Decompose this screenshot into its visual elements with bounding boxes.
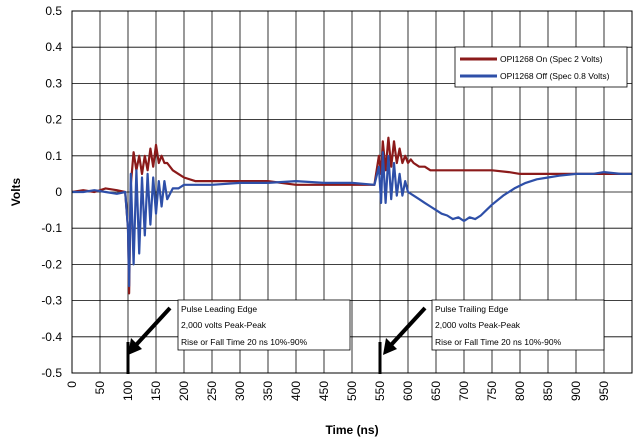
x-tick-label: 650 <box>429 381 443 401</box>
y-tick-label: -0.2 <box>41 257 62 271</box>
x-tick-label: 100 <box>121 381 135 401</box>
annotation-line-2: 2,000 volts Peak-Peak <box>435 320 521 330</box>
annotation-line-2: 2,000 volts Peak-Peak <box>181 320 267 330</box>
annotation-box <box>431 299 605 351</box>
series-line-1 <box>72 151 632 288</box>
annotation-line-3: Rise or Fall Time 20 ns 10%-90% <box>435 337 562 347</box>
legend-box <box>454 46 628 88</box>
x-tick-label: 150 <box>149 381 163 401</box>
x-axis-title: Time (ns) <box>325 423 378 437</box>
y-tick-label: 0.1 <box>45 149 62 163</box>
y-axis-ticks: 0.5 0.4 0.3 0.2 0.1 0 -0.1 -0.2 -0.3 -0.4 -0.5 <box>41 4 62 380</box>
x-tick-label: 700 <box>457 381 471 401</box>
x-tick-label: 400 <box>289 381 303 401</box>
x-tick-label: 950 <box>597 381 611 401</box>
y-axis-title: Volts <box>9 177 23 206</box>
x-tick-label: 750 <box>485 381 499 401</box>
x-tick-label: 850 <box>541 381 555 401</box>
x-tick-label: 50 <box>93 381 107 395</box>
y-tick-label: 0 <box>55 185 62 199</box>
x-tick-label: 500 <box>345 381 359 401</box>
y-tick-label: 0.4 <box>45 40 62 54</box>
annotation-line-1: Pulse Leading Edge <box>181 304 257 314</box>
x-tick-label: 900 <box>569 381 583 401</box>
x-tick-label: 300 <box>233 381 247 401</box>
x-tick-label: 600 <box>401 381 415 401</box>
y-tick-label: -0.5 <box>41 366 62 380</box>
x-tick-label: 0 <box>65 381 79 388</box>
y-tick-label: 0.2 <box>45 113 62 127</box>
y-tick-label: 0.5 <box>45 4 62 18</box>
legend-label-on: OPI1268 On (Spec 2 Volts) <box>500 54 603 64</box>
annotation-box <box>177 299 351 351</box>
annotation-arrowhead <box>128 338 142 355</box>
plot-frame <box>71 10 633 374</box>
x-tick-label: 200 <box>177 381 191 401</box>
series-line-0 <box>71 136 632 295</box>
y-tick-label: -0.3 <box>41 294 62 308</box>
x-tick-label: 450 <box>317 381 331 401</box>
annotation-line-3: Rise or Fall Time 20 ns 10%-90% <box>181 337 308 347</box>
x-tick-label: 250 <box>205 381 219 401</box>
annotation-arrow <box>134 306 172 347</box>
x-axis-ticks: 0 50 100 150 200 250 300 350 400 450 500 550 600 650 7… <box>65 381 611 401</box>
annotation-trailing-edge: Pulse Trailing Edge 2,000 volts Peak-Pea… <box>378 299 605 374</box>
annotation-leading-edge: Pulse Leading Edge 2,000 volts Peak-Peak… <box>126 299 351 374</box>
x-tick-label: 350 <box>261 381 275 401</box>
y-tick-label: -0.4 <box>41 330 62 344</box>
annotation-line-1: Pulse Trailing Edge <box>435 304 509 314</box>
y-tick-label: -0.1 <box>41 221 62 235</box>
x-tick-label: 550 <box>373 381 387 401</box>
series-layer <box>71 136 632 295</box>
x-tick-label: 800 <box>513 381 527 401</box>
annotation-arrowhead <box>383 338 397 355</box>
legend-label-off: OPI1268 Off (Spec 0.8 Volts) <box>500 71 610 81</box>
legend: OPI1268 On (Spec 2 Volts) OPI1268 Off (S… <box>454 46 628 88</box>
annotation-arrow <box>389 306 427 347</box>
y-tick-label: 0.3 <box>45 76 62 90</box>
